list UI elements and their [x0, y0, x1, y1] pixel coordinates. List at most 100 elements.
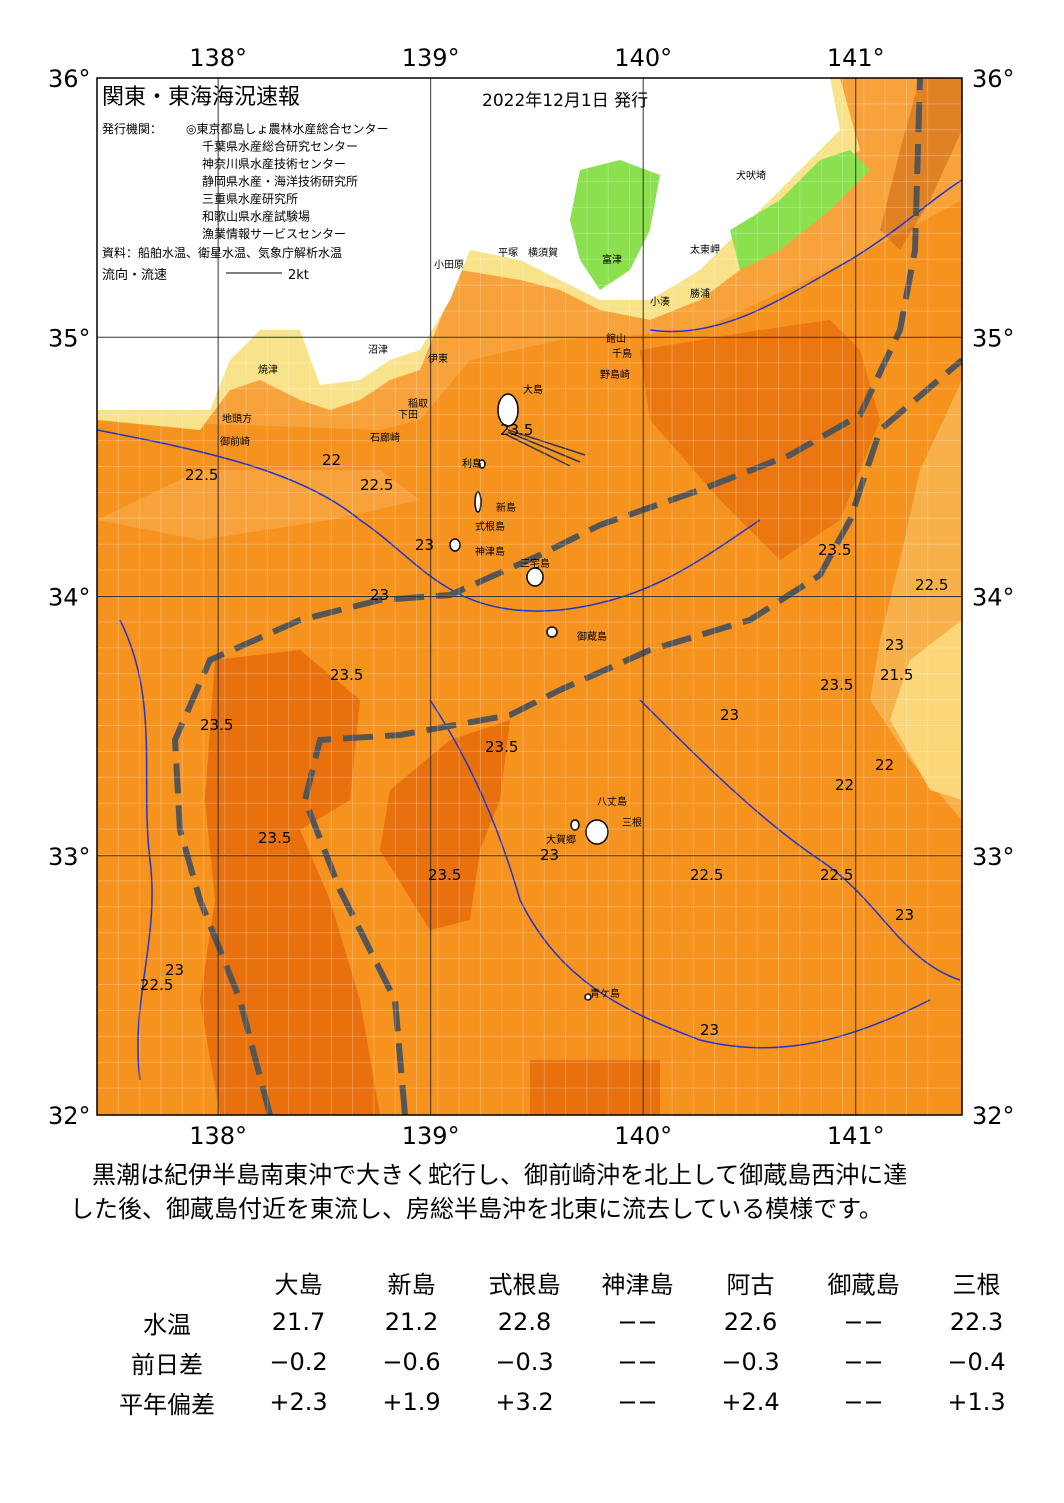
place-name: 三根	[622, 816, 642, 829]
lat-label: 36°	[972, 65, 1015, 93]
cell: +1.9	[382, 1388, 441, 1416]
isotherm-label: 21.5	[880, 666, 913, 684]
isotherm-label: 23.5	[820, 676, 853, 694]
place-name: 館山	[606, 332, 626, 345]
cell: 式根島	[488, 1270, 561, 1299]
isotherm-label: 22.5	[690, 866, 723, 884]
isotherm-label: 23	[885, 636, 904, 654]
place-name: 勝浦	[690, 287, 710, 300]
lat-label: 34°	[972, 584, 1015, 612]
place-name: 小田原	[434, 259, 464, 271]
place-name: 式根島	[475, 520, 505, 533]
cell: −0.2	[269, 1348, 328, 1376]
isotherm-label: 23.5	[258, 829, 291, 847]
isotherm-label: 22.5	[185, 466, 218, 484]
issuer: 千葉県水産総合研究センター	[202, 139, 358, 154]
place-name: 平塚	[498, 247, 518, 259]
isotherm-label: 22.5	[820, 866, 853, 884]
place-name: 犬吠埼	[736, 169, 766, 182]
lon-label: 141°	[827, 1122, 885, 1150]
place-name: 大島	[523, 383, 543, 396]
place-name: 御蔵島	[577, 630, 607, 643]
cell: −−	[843, 1348, 884, 1376]
lon-label: 140°	[614, 44, 672, 72]
lon-label: 138°	[189, 44, 247, 72]
cell: 22.6	[723, 1308, 778, 1336]
isotherm-label: 23.5	[818, 541, 851, 559]
title: 関東・東海海況速報	[102, 85, 300, 110]
issuer: 和歌山県水産試験場	[202, 209, 310, 224]
cell: 三根	[952, 1270, 1001, 1299]
place-name: 新島	[496, 501, 516, 514]
cell: +2.3	[269, 1388, 328, 1416]
cell: −0.6	[382, 1348, 441, 1376]
place-name: 御前崎	[220, 435, 250, 448]
isotherm-label: 23	[165, 961, 184, 979]
isotherm-label: 23.5	[428, 866, 461, 884]
lat-label: 35°	[972, 324, 1015, 352]
issuer: 神奈川県水産技術センター	[202, 156, 346, 171]
lat-label: 32°	[48, 1102, 91, 1130]
flow-label: 流向・流速	[102, 267, 167, 283]
sst-table: 大島 新島 式根島 神津島 阿古 御蔵島 三根 水温 21.7 21.2 22.8 −− 22.6 −− 2…	[92, 1262, 1033, 1422]
place-name: 横須賀	[528, 246, 558, 259]
cell: 阿古	[726, 1270, 775, 1299]
lat-label: 32°	[972, 1102, 1015, 1130]
map: 138° 138° 139° 139° 140° 140° 141° 141° 36° 36° 35…	[48, 44, 1015, 1150]
cell: −−	[617, 1308, 658, 1336]
place-name: 稲取	[408, 398, 428, 410]
date: 2022年12月1日 発行	[482, 91, 648, 111]
cell: 新島	[387, 1270, 436, 1299]
cell: −−	[617, 1388, 658, 1416]
description: 黒潮は紀伊半島南東沖で大きく蛇行し、御前崎沖を北上して御蔵島西沖に達した後、御蔵…	[70, 1158, 1030, 1226]
table-row: 平年偏差 +2.3 +1.9 +3.2 −− +2.4 −− +1.3	[92, 1382, 1033, 1422]
lat-label: 33°	[48, 843, 91, 871]
table-row: 水温 21.7 21.2 22.8 −− 22.6 −− 22.3	[92, 1302, 1033, 1342]
place-name: 八丈島	[597, 795, 627, 808]
lat-label: 33°	[972, 843, 1015, 871]
description-line: 黒潮は紀伊半島南東沖で大きく蛇行し、御前崎沖を北上して御蔵島西沖に達	[92, 1161, 908, 1189]
issuer: 静岡県水産・海洋技術研究所	[202, 174, 358, 189]
isotherm-label: 23	[895, 906, 914, 924]
cell: −−	[843, 1308, 884, 1336]
graticule: 138° 138° 139° 139° 140° 140° 141° 141° 36° 36° 35…	[48, 44, 1015, 1150]
place-name: 利島	[462, 457, 482, 470]
cell: 御蔵島	[827, 1270, 900, 1299]
isotherm-label: 23.5	[485, 738, 518, 756]
place-name: 青ケ島	[590, 987, 620, 1000]
isotherm-label: 22	[875, 756, 894, 774]
isotherm-label: 22.5	[360, 476, 393, 494]
cell: 大島	[274, 1270, 323, 1299]
place-name: 神津島	[475, 545, 505, 558]
issuer: 三重県水産研究所	[202, 191, 298, 206]
lat-label: 34°	[48, 584, 91, 612]
place-name: 伊東	[428, 352, 448, 365]
lat-label: 36°	[48, 65, 91, 93]
place-name: 大賀郷	[546, 833, 576, 846]
description-line: した後、御蔵島付近を東流し、房総半島沖を北東に流去している模様です。	[70, 1195, 883, 1223]
isotherm-label: 23.5	[200, 716, 233, 734]
table-row: 前日差 −0.2 −0.6 −0.3 −− −0.3 −− −0.4	[92, 1342, 1033, 1382]
row-label: 平年偏差	[119, 1390, 215, 1419]
lon-label: 140°	[614, 1122, 672, 1150]
lon-label: 141°	[827, 44, 885, 72]
lon-label: 138°	[189, 1122, 247, 1150]
cell: +3.2	[495, 1388, 554, 1416]
isotherm-label: 22	[322, 451, 341, 469]
place-name: 焼津	[258, 364, 278, 376]
place-name: 石廊崎	[370, 431, 400, 444]
cell: −0.3	[721, 1348, 780, 1376]
row-label: 前日差	[131, 1350, 203, 1379]
cell: 22.3	[949, 1308, 1004, 1336]
isotherm-label: 22.5	[140, 976, 173, 994]
lat-label: 35°	[48, 324, 91, 352]
isotherm-label: 22	[835, 776, 854, 794]
place-name: 野島崎	[600, 368, 630, 381]
lon-label: 139°	[402, 44, 460, 72]
isotherm-label: 23	[700, 1021, 719, 1039]
place-name: 地頭方	[222, 412, 252, 425]
place-name: 太東岬	[690, 243, 720, 256]
isotherm-label: 22.5	[915, 576, 948, 594]
header-row: 大島 新島 式根島 神津島 阿古 御蔵島 三根	[92, 1262, 1033, 1302]
cell: −−	[843, 1388, 884, 1416]
